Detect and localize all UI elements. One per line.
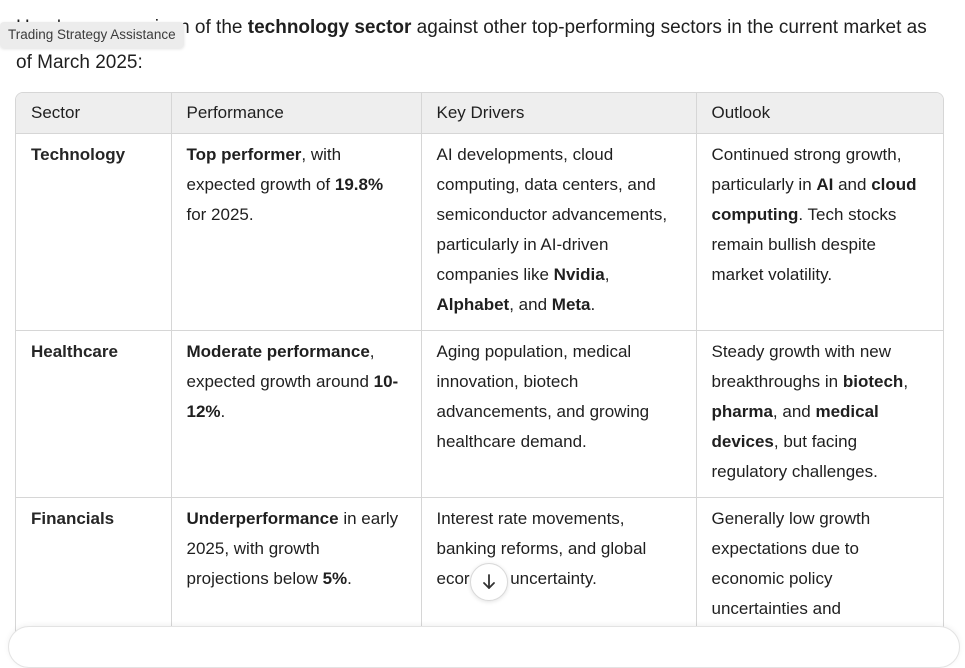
intro-bold: technology sector xyxy=(247,17,412,38)
table-header-row: Sector Performance Key Drivers Outlook xyxy=(16,93,943,134)
drivers-cell: Interest rate movements, banking reforms… xyxy=(421,497,697,635)
intro-suffix: against other top-performing sectors in … xyxy=(16,17,927,73)
performance-cell: Moderate performance, expected growth ar… xyxy=(171,330,422,498)
header-performance: Performance xyxy=(171,93,422,134)
outlook-cell: Continued strong growth, particularly in… xyxy=(696,133,943,331)
arrow-down-icon xyxy=(483,574,495,589)
outlook-cell: Steady growth with new breakthroughs in … xyxy=(696,330,943,498)
table-row: Healthcare Moderate performance, expecte… xyxy=(16,330,943,498)
table-row: Financials Underperformance in early 202… xyxy=(16,497,943,635)
performance-cell: Underperformance in early 2025, with gro… xyxy=(171,497,422,635)
header-key-drivers: Key Drivers xyxy=(421,93,697,134)
table-row: Technology Top performer, with expected … xyxy=(16,133,943,331)
message-composer[interactable] xyxy=(8,626,960,668)
tooltip-label: Trading Strategy Assistance xyxy=(0,22,184,48)
comparison-table: Sector Performance Key Drivers Outlook T… xyxy=(15,92,944,654)
drivers-cell: Aging population, medical innovation, bi… xyxy=(421,330,697,498)
sector-cell: Technology xyxy=(16,133,172,331)
outlook-cell: Generally low growth expectations due to… xyxy=(696,497,943,635)
sector-cell: Healthcare xyxy=(16,330,172,498)
sector-cell: Financials xyxy=(16,497,172,635)
drivers-cell: AI developments, cloud computing, data c… xyxy=(421,133,697,331)
header-sector: Sector xyxy=(16,93,172,134)
header-outlook: Outlook xyxy=(696,93,943,134)
performance-cell: Top performer, with expected growth of 1… xyxy=(171,133,422,331)
scroll-down-button[interactable] xyxy=(470,563,508,601)
